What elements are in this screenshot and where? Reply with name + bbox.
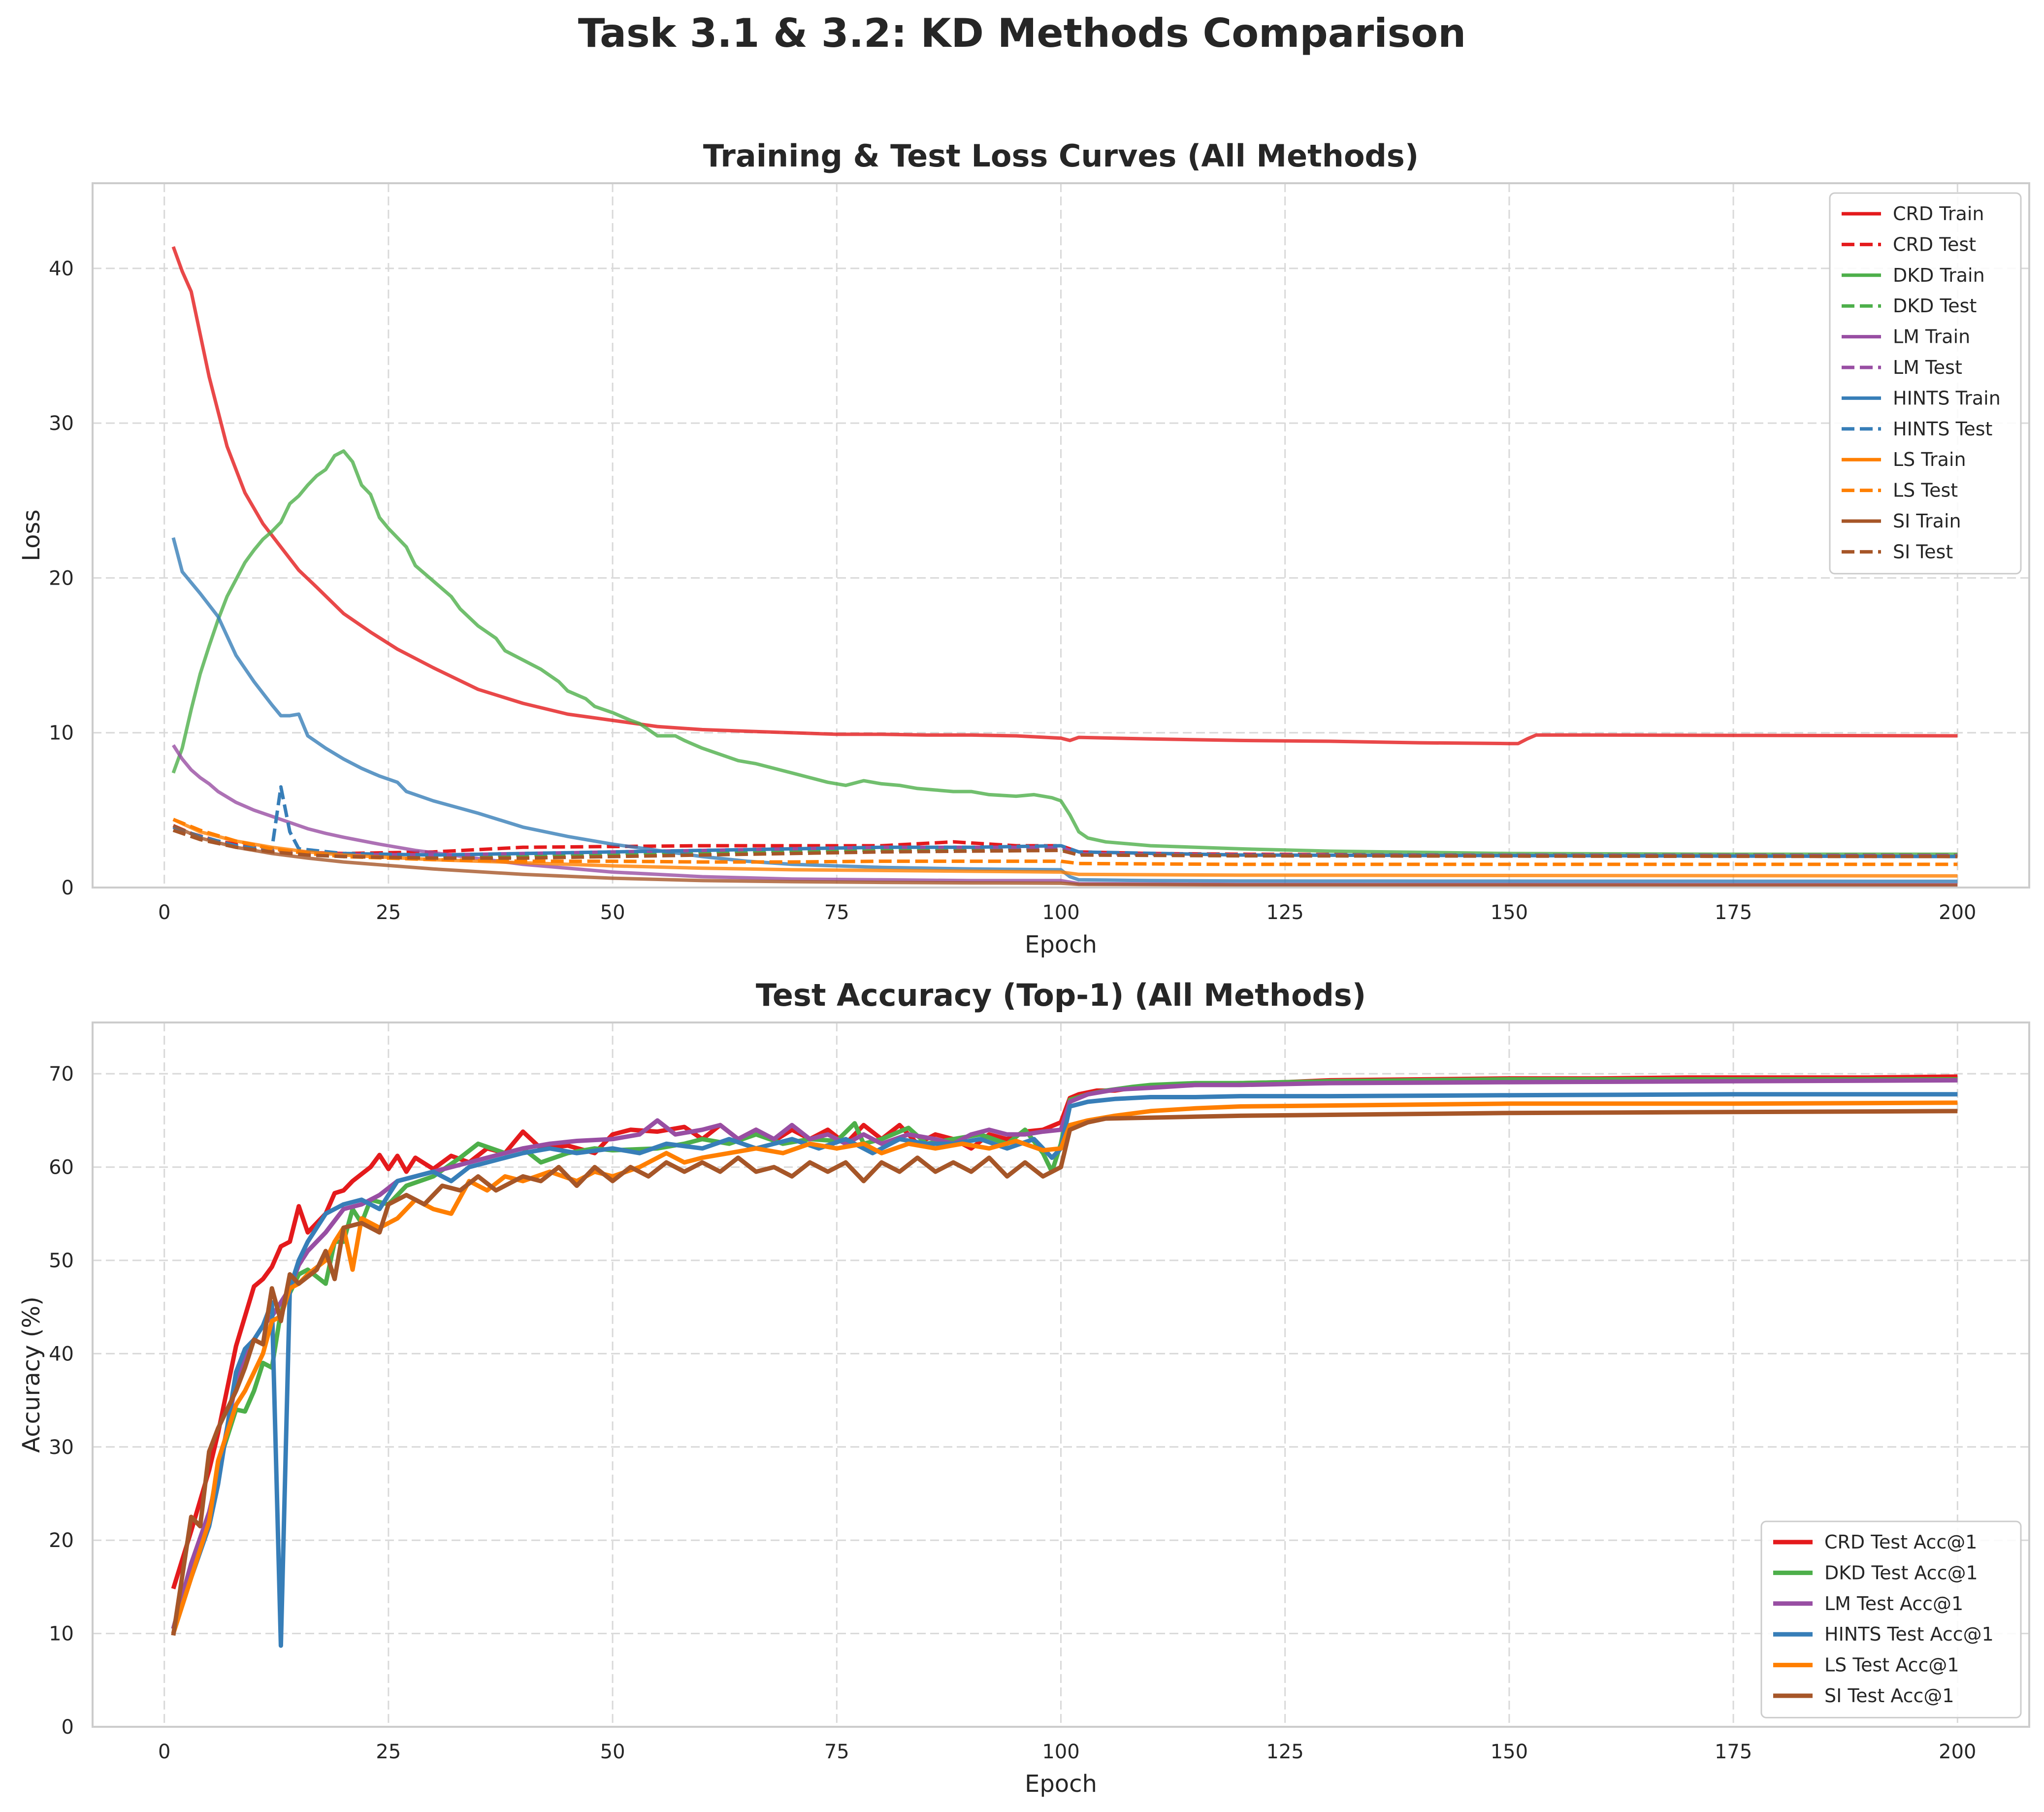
chart-panel-2: 0 25 50 75 100 125 150 175 200 0 10 20 30 40 50 60 70 Tes… xyxy=(18,977,2030,1798)
series-line-hints-test-acc-1 xyxy=(171,1092,1958,1648)
series-line-crd-train xyxy=(171,246,1958,746)
y-axis-label: Accuracy (%) xyxy=(18,1296,45,1452)
y-tick-label: 40 xyxy=(49,258,74,280)
x-tick-label: 75 xyxy=(824,901,849,924)
legend-entry: DKD Test xyxy=(1893,295,1977,317)
legend: CRD Test Acc@1 DKD Test Acc@1 LM Test Acc@… xyxy=(1760,1520,2022,1718)
series-line-ls-test xyxy=(172,818,1958,866)
legend-entry: CRD Train xyxy=(1893,203,1984,225)
legend: CRD Train CRD Test DKD Train DKD Test LM Tra… xyxy=(1829,192,2022,575)
x-tick-label: 150 xyxy=(1491,1741,1528,1763)
y-tick-label: 0 xyxy=(62,1716,74,1739)
series-line-hints-test xyxy=(172,785,1958,858)
legend-entry: SI Test xyxy=(1893,541,1953,562)
x-tick-label: 150 xyxy=(1491,901,1528,924)
x-tick-label: 50 xyxy=(600,901,625,924)
legend-entry: HINTS Test Acc@1 xyxy=(1824,1623,1994,1645)
legend-box xyxy=(1760,1520,2022,1718)
y-tick-label: 0 xyxy=(62,877,74,899)
legend-entry: DKD Test Acc@1 xyxy=(1824,1562,1978,1583)
series-line-hints-train xyxy=(171,537,1958,883)
x-tick-label: 100 xyxy=(1042,901,1079,924)
legend-entry: DKD Train xyxy=(1893,264,1985,286)
axes-frame xyxy=(92,1021,2030,1728)
series-line-ls-test-acc-1 xyxy=(171,1100,1958,1634)
legend-entry: HINTS Test xyxy=(1893,418,1992,440)
x-tick-label: 100 xyxy=(1042,1741,1079,1763)
x-tick-label: 175 xyxy=(1715,901,1752,924)
x-tick-label: 200 xyxy=(1939,1741,1976,1763)
y-tick-label: 20 xyxy=(49,1529,74,1552)
y-tick-label: 70 xyxy=(49,1063,74,1086)
series-line-ls-train xyxy=(172,818,1958,878)
x-tick-label: 175 xyxy=(1715,1741,1752,1763)
series-line-lm-train xyxy=(171,744,1958,887)
x-tick-label: 25 xyxy=(376,1741,401,1763)
y-tick-label: 50 xyxy=(49,1250,74,1272)
series-line-si-train xyxy=(172,824,1958,887)
y-tick-label: 20 xyxy=(49,567,74,590)
x-axis-label: Epoch xyxy=(1025,931,1097,958)
y-tick-label: 30 xyxy=(49,412,74,435)
y-axis-label: Loss xyxy=(18,509,45,561)
x-tick-label: 200 xyxy=(1939,901,1976,924)
chart-title: Test Accuracy (Top-1) (All Methods) xyxy=(756,977,1366,1013)
legend-entry: LM Test xyxy=(1893,357,1962,378)
x-tick-label: 125 xyxy=(1266,1741,1304,1763)
legend-entry: CRD Test xyxy=(1893,233,1976,255)
series-line-si-test-acc-1 xyxy=(171,1109,1958,1636)
y-tick-label: 40 xyxy=(49,1343,74,1365)
figure-title: Task 3.1 & 3.2: KD Methods Comparison xyxy=(578,10,1466,56)
chart-panel-1: 0 25 50 75 100 125 150 175 200 0 10 20 30 40 Training … xyxy=(18,138,2030,958)
x-tick-label: 0 xyxy=(158,901,170,924)
y-tick-label: 10 xyxy=(49,722,74,745)
x-axis-label: Epoch xyxy=(1025,1770,1097,1798)
y-tick-label: 30 xyxy=(49,1436,74,1459)
legend-entry: LM Test Acc@1 xyxy=(1824,1593,1963,1614)
legend-entry: LM Train xyxy=(1893,326,1970,348)
legend-entry: LS Train xyxy=(1893,449,1966,470)
x-tick-label: 75 xyxy=(824,1741,849,1763)
series-line-dkd-train xyxy=(171,449,1958,856)
x-tick-label: 25 xyxy=(376,901,401,924)
y-tick-label: 10 xyxy=(49,1623,74,1646)
legend-entry: SI Train xyxy=(1893,510,1961,532)
legend-entry: CRD Test Acc@1 xyxy=(1824,1531,1977,1553)
x-tick-label: 125 xyxy=(1266,901,1304,924)
y-tick-label: 60 xyxy=(49,1156,74,1179)
x-tick-label: 50 xyxy=(600,1741,625,1763)
x-tick-label: 0 xyxy=(158,1741,170,1763)
legend-entry: SI Test Acc@1 xyxy=(1824,1685,1954,1707)
chart-title: Training & Test Loss Curves (All Methods… xyxy=(703,138,1419,174)
legend-entry: LS Test Acc@1 xyxy=(1824,1654,1959,1676)
axes-frame xyxy=(92,182,2030,889)
legend-entry: LS Test xyxy=(1893,480,1958,501)
series-line-si-test xyxy=(172,828,1958,860)
legend-entry: HINTS Train xyxy=(1893,387,2001,409)
legend-box xyxy=(1829,192,2022,575)
